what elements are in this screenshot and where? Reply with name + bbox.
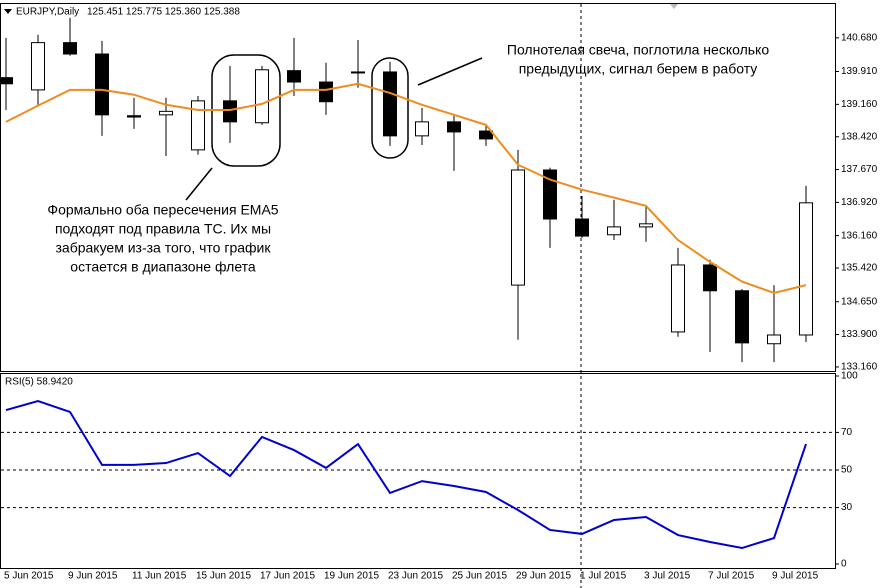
candle-body bbox=[639, 223, 653, 228]
candle-body bbox=[703, 264, 717, 292]
x-tick-label: 5 Jun 2015 bbox=[4, 571, 54, 582]
pointer-line bbox=[417, 57, 483, 86]
y-tick-label: 50 bbox=[841, 465, 853, 476]
candle-body bbox=[415, 121, 429, 137]
candle-body bbox=[31, 42, 45, 91]
y-tick-label: 133.160 bbox=[841, 362, 878, 373]
shift-marker bbox=[670, 4, 678, 9]
line bbox=[5, 82, 807, 295]
x-tick-label: 17 Jun 2015 bbox=[260, 571, 315, 582]
annotation: остается в диапазоне флета bbox=[70, 259, 256, 275]
x-tick-label: 29 Jun 2015 bbox=[516, 571, 571, 582]
y-tick-label: 140.680 bbox=[841, 32, 878, 43]
rsi-panel bbox=[0, 373, 836, 569]
line bbox=[5, 399, 807, 550]
candle-body bbox=[223, 100, 237, 123]
price-panel bbox=[0, 3, 836, 372]
candle-body bbox=[95, 53, 109, 116]
x-tick-label: 7 Jul 2015 bbox=[708, 571, 755, 582]
x-tick-label: 25 Jun 2015 bbox=[452, 571, 507, 582]
menu-icon bbox=[4, 9, 12, 14]
candle-body bbox=[543, 169, 557, 220]
candle-body bbox=[735, 290, 749, 344]
y-tick-label: 100 bbox=[841, 371, 858, 382]
y-tick-label: 137.670 bbox=[841, 164, 878, 175]
y-tick-label: 136.160 bbox=[841, 230, 878, 241]
candle-body bbox=[127, 115, 141, 118]
candle-body bbox=[319, 81, 333, 103]
candle-body bbox=[479, 130, 493, 140]
candle-body bbox=[511, 169, 525, 286]
y-tick-label: 139.160 bbox=[841, 99, 878, 110]
x-tick-label: 23 Jun 2015 bbox=[388, 571, 443, 582]
candle-body bbox=[191, 100, 205, 151]
y-tick-label: 135.420 bbox=[841, 263, 878, 274]
annotation: предыдущих, сигнал берем в работу bbox=[519, 61, 758, 77]
candle-body bbox=[671, 264, 685, 333]
candle-body bbox=[575, 218, 589, 237]
y-tick-label: 70 bbox=[841, 427, 853, 438]
y-tick-label: 134.650 bbox=[841, 296, 878, 307]
x-tick-label: 9 Jun 2015 bbox=[68, 571, 118, 582]
annotation: Полнотелая свеча, поглотила несколько bbox=[507, 42, 769, 58]
candle-body bbox=[0, 77, 13, 85]
annotation: Формально оба пересечения EMA5 bbox=[47, 202, 278, 218]
chart-title: EURJPY,Daily bbox=[16, 7, 79, 18]
y-tick-label: 136.920 bbox=[841, 197, 878, 208]
x-tick-label: 11 Jun 2015 bbox=[132, 571, 187, 582]
candle-body bbox=[447, 121, 461, 133]
x-tick-label: 15 Jun 2015 bbox=[196, 571, 251, 582]
candle-body bbox=[799, 202, 813, 336]
quote: 125.451 125.775 125.360 125.388 bbox=[87, 7, 240, 18]
x-tick-label: 9 Jul 2015 bbox=[772, 571, 819, 582]
annotation: подходят под правила ТС. Их мы bbox=[55, 221, 271, 237]
x-tick-label: 1 Jul 2015 bbox=[580, 571, 627, 582]
x-tick-label: 19 Jun 2015 bbox=[324, 571, 379, 582]
candle-body bbox=[287, 70, 301, 83]
candle-body bbox=[767, 334, 781, 345]
highlight-ellipse bbox=[371, 57, 409, 159]
candle-body bbox=[383, 71, 397, 137]
candle-body bbox=[159, 110, 173, 116]
annotation: забракуем из-за того, что график bbox=[56, 240, 272, 256]
y-tick-label: 133.900 bbox=[841, 329, 878, 340]
pointer-line bbox=[185, 167, 213, 201]
y-tick-label: 0 bbox=[841, 559, 847, 570]
candle-body bbox=[351, 71, 365, 74]
y-tick-label: 138.420 bbox=[841, 131, 878, 142]
rsi-title: RSI(5) 58.9420 bbox=[5, 377, 73, 388]
candle-body bbox=[607, 226, 621, 236]
candle-body bbox=[63, 42, 77, 55]
candle-body bbox=[255, 69, 269, 124]
x-tick-label: 3 Jul 2015 bbox=[644, 571, 691, 582]
y-tick-label: 30 bbox=[841, 502, 853, 513]
y-tick-label: 139.910 bbox=[841, 66, 878, 77]
